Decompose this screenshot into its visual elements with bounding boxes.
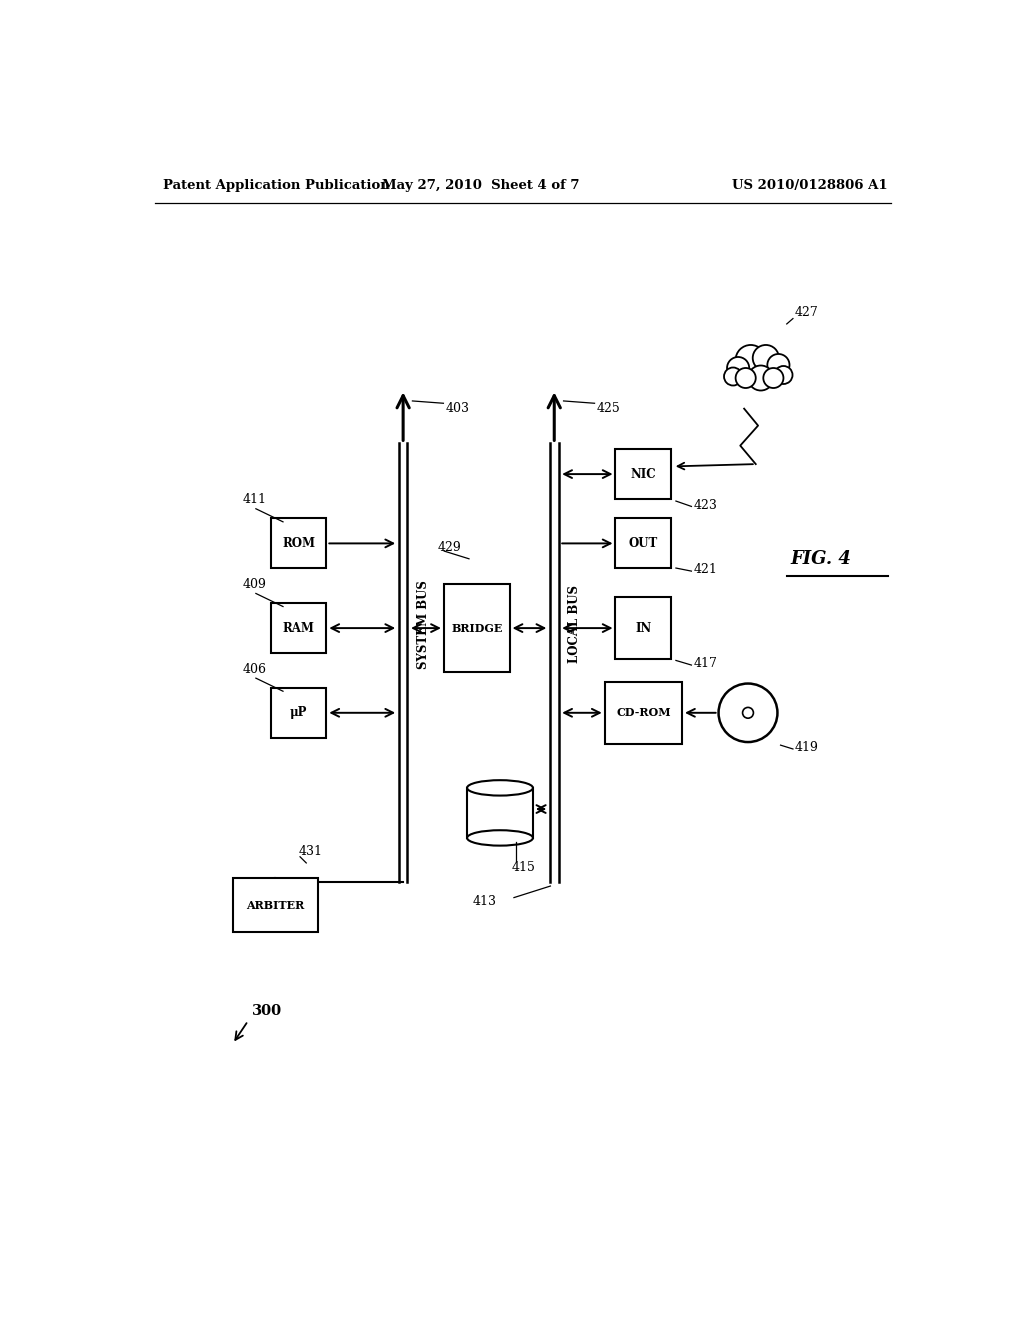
Circle shape	[749, 366, 773, 391]
Text: 413: 413	[473, 895, 497, 908]
Text: 403: 403	[445, 403, 470, 416]
Circle shape	[735, 368, 756, 388]
FancyBboxPatch shape	[604, 682, 682, 743]
Text: BRIDGE: BRIDGE	[451, 623, 503, 634]
Text: ROM: ROM	[282, 537, 315, 550]
Circle shape	[727, 356, 750, 379]
FancyBboxPatch shape	[270, 688, 327, 738]
Circle shape	[767, 354, 790, 376]
Text: NIC: NIC	[631, 467, 656, 480]
Circle shape	[742, 708, 754, 718]
Text: 423: 423	[693, 499, 718, 512]
FancyBboxPatch shape	[232, 878, 317, 932]
Text: 421: 421	[693, 562, 718, 576]
Text: 429: 429	[438, 541, 462, 554]
Ellipse shape	[467, 780, 532, 796]
Text: 425: 425	[597, 403, 621, 416]
Text: Patent Application Publication: Patent Application Publication	[163, 178, 389, 191]
Text: 411: 411	[243, 494, 266, 507]
Circle shape	[724, 367, 742, 385]
FancyBboxPatch shape	[467, 788, 532, 838]
Text: 431: 431	[299, 845, 323, 858]
Text: 409: 409	[243, 578, 266, 591]
Text: RAM: RAM	[283, 622, 314, 635]
Text: SYSTEM BUS: SYSTEM BUS	[417, 579, 430, 669]
FancyBboxPatch shape	[270, 519, 327, 569]
Text: OUT: OUT	[629, 537, 658, 550]
FancyBboxPatch shape	[270, 603, 327, 653]
Circle shape	[719, 684, 777, 742]
Text: US 2010/0128806 A1: US 2010/0128806 A1	[732, 178, 888, 191]
Text: May 27, 2010  Sheet 4 of 7: May 27, 2010 Sheet 4 of 7	[382, 178, 580, 191]
Text: 300: 300	[252, 1003, 283, 1018]
Text: FIG. 4: FIG. 4	[791, 550, 852, 568]
FancyBboxPatch shape	[443, 583, 510, 672]
Text: 406: 406	[243, 663, 266, 676]
Circle shape	[763, 368, 783, 388]
Text: 417: 417	[693, 656, 718, 669]
Text: μP: μP	[290, 706, 307, 719]
Text: CD-ROM: CD-ROM	[616, 708, 671, 718]
Circle shape	[735, 345, 766, 375]
Text: LOCAL BUS: LOCAL BUS	[568, 585, 582, 663]
FancyBboxPatch shape	[615, 449, 672, 499]
Ellipse shape	[467, 830, 532, 846]
Text: IN: IN	[635, 622, 651, 635]
FancyBboxPatch shape	[615, 598, 672, 659]
Text: ARBITER: ARBITER	[246, 900, 304, 911]
Circle shape	[774, 366, 793, 384]
Ellipse shape	[733, 355, 783, 380]
Text: 415: 415	[512, 861, 536, 874]
FancyBboxPatch shape	[615, 519, 672, 569]
Circle shape	[753, 345, 779, 371]
Text: 419: 419	[795, 742, 818, 754]
Text: 427: 427	[795, 306, 818, 319]
